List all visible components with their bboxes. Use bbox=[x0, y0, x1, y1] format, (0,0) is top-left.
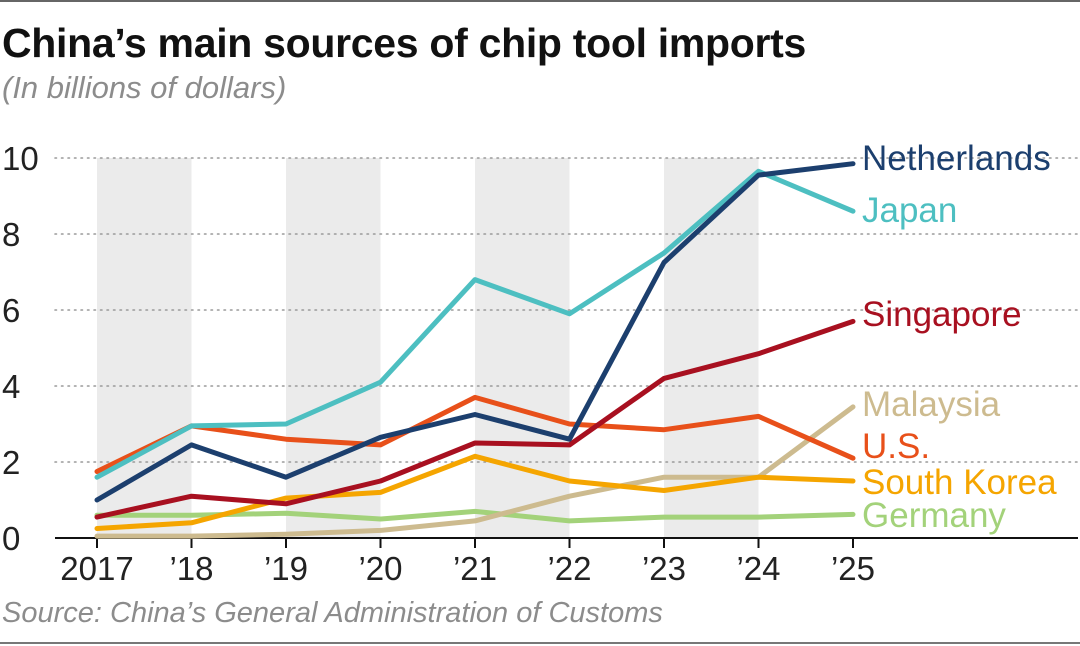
series-label-germany: Germany bbox=[862, 496, 1006, 535]
source-note: Source: China’s General Administration o… bbox=[2, 597, 663, 629]
y-tick-label: 4 bbox=[2, 368, 20, 405]
series-line-malaysia bbox=[94, 404, 856, 539]
x-tick-label: ’24 bbox=[736, 550, 780, 587]
bottom-rule bbox=[0, 642, 1080, 644]
top-rule bbox=[0, 0, 1080, 2]
series-label-u-s-: U.S. bbox=[862, 427, 930, 466]
series-label-japan: Japan bbox=[862, 191, 957, 230]
x-tick-label: ’20 bbox=[358, 550, 402, 587]
chart-title: China’s main sources of chip tool import… bbox=[2, 20, 807, 66]
year-bands bbox=[97, 158, 759, 538]
x-tick-label: ’18 bbox=[169, 550, 213, 587]
series-label-malaysia: Malaysia bbox=[862, 385, 1001, 424]
x-tick-label: ’23 bbox=[642, 550, 686, 587]
x-tick-label: ’21 bbox=[453, 550, 497, 587]
y-axis: 0 2 4 6 8 10 bbox=[2, 140, 39, 557]
year-band bbox=[475, 158, 570, 538]
series-line-netherlands bbox=[94, 161, 856, 503]
x-tick-label: ’25 bbox=[831, 550, 875, 587]
gridlines bbox=[54, 157, 1079, 463]
y-tick-label: 6 bbox=[2, 292, 20, 329]
x-axis: 2017 ’18 ’19 ’20 ’21 ’22 ’23 ’24 ’25 bbox=[55, 537, 1078, 587]
year-band bbox=[286, 158, 381, 538]
series-label-south-korea: South Korea bbox=[862, 463, 1057, 502]
series-line-singapore bbox=[94, 318, 856, 520]
x-tick-label: ’19 bbox=[264, 550, 308, 587]
y-tick-label: 8 bbox=[2, 216, 20, 253]
series-line-japan bbox=[94, 168, 856, 480]
y-tick-label: 10 bbox=[2, 140, 39, 177]
y-tick-label: 0 bbox=[2, 520, 20, 557]
series-lines bbox=[94, 161, 856, 539]
series-line-u-s- bbox=[94, 394, 856, 474]
series-line-south-korea bbox=[94, 453, 856, 531]
chart-subtitle: (In billions of dollars) bbox=[2, 70, 287, 105]
y-tick-label: 2 bbox=[2, 444, 20, 481]
x-tick-label: 2017 bbox=[60, 550, 133, 587]
series-label-singapore: Singapore bbox=[862, 295, 1022, 334]
year-band bbox=[97, 158, 192, 538]
x-tick-label: ’22 bbox=[547, 550, 591, 587]
series-label-netherlands: Netherlands bbox=[862, 139, 1051, 178]
